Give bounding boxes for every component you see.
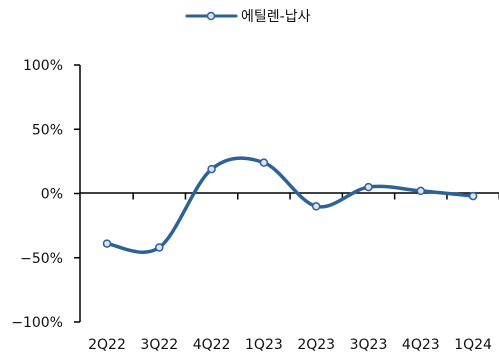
series-line xyxy=(105,156,475,254)
x-ticks: 2Q22 3Q22 4Q22 1Q23 2Q23 3Q23 4Q23 1Q24 xyxy=(88,193,499,353)
y-tick-label: −100% xyxy=(11,315,63,331)
data-point xyxy=(155,243,164,252)
x-category-label: 1Q24 xyxy=(454,337,492,353)
data-point xyxy=(207,164,216,174)
y-tick-label: 50% xyxy=(32,122,63,138)
data-point xyxy=(416,186,426,196)
x-category-label: 4Q23 xyxy=(402,337,440,353)
legend-series-label: 에틸렌-납사 xyxy=(241,9,311,25)
data-point xyxy=(102,239,112,248)
plot-area xyxy=(102,156,478,254)
x-category-label: 2Q22 xyxy=(88,337,126,353)
legend: 에틸렌-납사 xyxy=(185,9,311,25)
data-point xyxy=(364,182,373,192)
data-point xyxy=(311,202,321,211)
data-point xyxy=(468,191,478,201)
legend-marker xyxy=(206,11,216,21)
x-category-label: 4Q22 xyxy=(193,337,231,353)
x-category-label: 2Q23 xyxy=(297,337,335,353)
x-category-label: 1Q23 xyxy=(245,337,283,353)
x-category-label: 3Q23 xyxy=(350,337,388,353)
y-ticks: 100% 50% 0% −50% −100% xyxy=(11,58,80,331)
y-tick-label: −50% xyxy=(20,251,63,267)
y-tick-label: 0% xyxy=(41,187,63,203)
x-category-label: 3Q22 xyxy=(140,337,178,353)
y-tick-label: 100% xyxy=(23,58,63,74)
axes: 100% 50% 0% −50% −100% 2Q22 3Q22 4Q22 1Q23 2Q23 3… xyxy=(11,58,499,353)
data-point xyxy=(259,158,269,167)
